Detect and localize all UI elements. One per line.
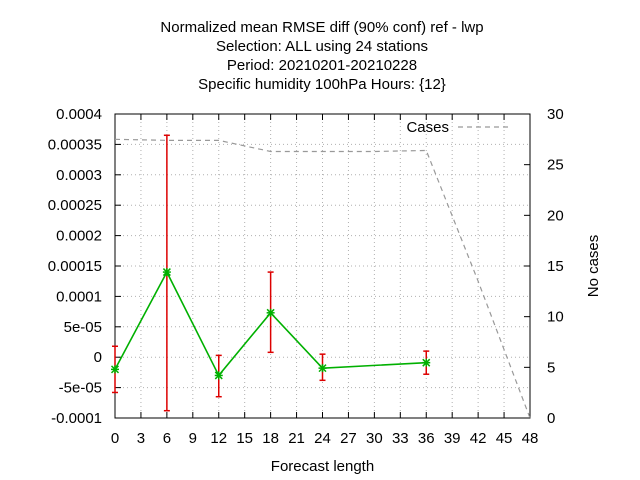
x-tick-label: 12 bbox=[210, 430, 227, 447]
title-line: Selection: ALL using 24 stations bbox=[216, 38, 428, 55]
x-tick-label: 15 bbox=[236, 430, 253, 447]
y-left-tick-label: -5e-05 bbox=[59, 380, 102, 397]
y-left-tick-label: 0.0002 bbox=[56, 228, 102, 245]
legend: Cases bbox=[406, 119, 512, 136]
chart-title: Normalized mean RMSE diff (90% conf) ref… bbox=[160, 19, 483, 93]
y-right-tick-label: 15 bbox=[547, 258, 564, 275]
y-right-tick-label: 0 bbox=[547, 410, 555, 427]
y-left-tick-label: 0.00025 bbox=[48, 197, 102, 214]
rmse-diff-line bbox=[114, 270, 427, 377]
x-tick-label: 0 bbox=[111, 430, 119, 447]
y-left-tick-label: 0 bbox=[94, 349, 102, 366]
title-line: Specific humidity 100hPa Hours: {12} bbox=[198, 76, 446, 93]
grid bbox=[115, 114, 530, 418]
y-left-tick-label: -0.0001 bbox=[51, 410, 102, 427]
cases-line bbox=[114, 138, 531, 419]
y-left-tick-label: 0.0001 bbox=[56, 288, 102, 305]
data-point-marker bbox=[422, 358, 431, 367]
y-right-tick-label: 30 bbox=[547, 106, 564, 123]
data-point-marker bbox=[318, 364, 327, 373]
y-right-tick-label: 5 bbox=[547, 359, 555, 376]
y-left-tick-label: 0.0004 bbox=[56, 106, 102, 123]
y-right-tick-label: 10 bbox=[547, 309, 564, 326]
legend-label-cases: Cases bbox=[406, 119, 449, 136]
y-left-tick-label: 0.00015 bbox=[48, 258, 102, 275]
x-tick-label: 24 bbox=[314, 430, 331, 447]
data-point-marker bbox=[110, 365, 120, 374]
x-tick-label: 48 bbox=[522, 430, 539, 447]
x-tick-label: 3 bbox=[137, 430, 145, 447]
title-line: Period: 20210201-20210228 bbox=[227, 57, 417, 74]
x-tick-label: 39 bbox=[444, 430, 461, 447]
data-point-marker bbox=[162, 268, 171, 277]
x-tick-label: 42 bbox=[470, 430, 487, 447]
x-tick-label: 30 bbox=[366, 430, 383, 447]
x-tick-label: 9 bbox=[189, 430, 197, 447]
series bbox=[110, 134, 531, 419]
x-tick-label: 27 bbox=[340, 430, 357, 447]
y-left-tick-label: 5e-05 bbox=[64, 319, 102, 336]
y-right-tick-label: 20 bbox=[547, 207, 564, 224]
data-point-marker bbox=[214, 371, 223, 380]
axes: 0 3 6 9 12 15 18 21 24 27 30 33 36 39 42 45 48-0.0001-5e… bbox=[48, 106, 564, 447]
x-tick-label: 21 bbox=[288, 430, 305, 447]
data-point-marker bbox=[266, 308, 275, 317]
x-tick-label: 36 bbox=[418, 430, 435, 447]
y-right-tick-label: 25 bbox=[547, 157, 564, 174]
y-left-tick-label: 0.0003 bbox=[56, 167, 102, 184]
title-line: Normalized mean RMSE diff (90% conf) ref… bbox=[160, 19, 483, 36]
x-tick-label: 33 bbox=[392, 430, 409, 447]
x-tick-label: 45 bbox=[496, 430, 513, 447]
x-axis-label: Forecast length bbox=[271, 458, 374, 475]
y-left-tick-label: 0.00035 bbox=[48, 136, 102, 153]
x-tick-label: 6 bbox=[163, 430, 171, 447]
y-axis-right-label: No cases bbox=[585, 235, 602, 298]
x-tick-label: 18 bbox=[262, 430, 279, 447]
